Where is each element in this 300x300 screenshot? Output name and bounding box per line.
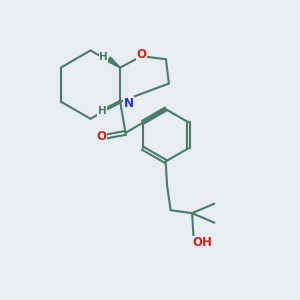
Text: N: N [124, 97, 134, 110]
Text: O: O [136, 48, 147, 61]
Text: O: O [97, 130, 107, 143]
Polygon shape [107, 57, 120, 68]
Text: H: H [99, 52, 108, 62]
Text: H: H [98, 106, 107, 116]
Text: OH: OH [192, 236, 212, 249]
